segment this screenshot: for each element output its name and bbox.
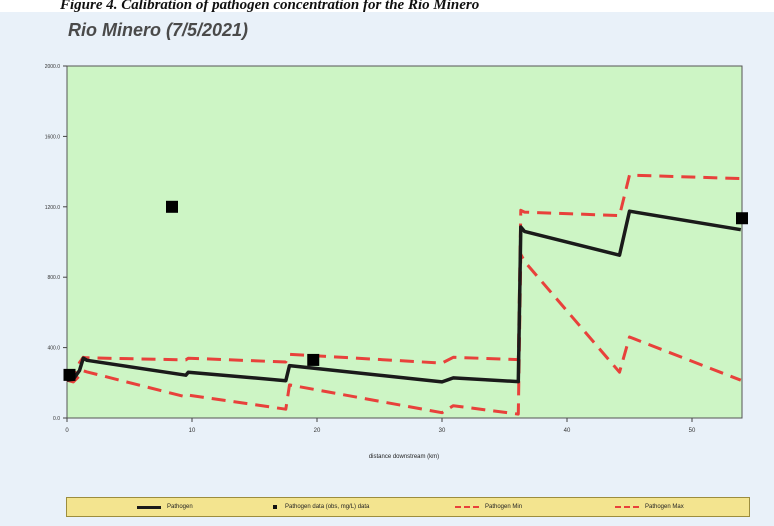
x-axis-label: distance downstream (km) bbox=[369, 454, 439, 460]
plot-area bbox=[67, 66, 742, 418]
y-tick-label: 1200.0 bbox=[45, 205, 61, 211]
legend: Pathogen Pathogen data (obs, mg/L) data … bbox=[66, 497, 750, 517]
legend-item-max: Pathogen Max bbox=[615, 498, 684, 516]
legend-item-min: Pathogen Min bbox=[455, 498, 522, 516]
legend-item-pathogen: Pathogen bbox=[137, 498, 193, 516]
legend-label: Pathogen bbox=[167, 504, 193, 510]
legend-marker-square-icon bbox=[273, 505, 277, 509]
x-tick-label: 10 bbox=[189, 428, 196, 434]
legend-line-dashed-icon bbox=[455, 506, 479, 508]
data-point bbox=[736, 212, 748, 224]
y-tick-label: 0.0 bbox=[53, 416, 60, 422]
x-tick-label: 50 bbox=[689, 428, 696, 434]
y-axis: 0.0 400.0 800.0 1200.0 1600.0 2000.0 bbox=[45, 64, 67, 422]
legend-line-solid-icon bbox=[137, 506, 161, 509]
y-tick-label: 1600.0 bbox=[45, 134, 61, 140]
x-tick-label: 0 bbox=[65, 428, 69, 434]
legend-item-data: Pathogen data (obs, mg/L) data bbox=[273, 498, 369, 516]
y-tick-label: 2000.0 bbox=[45, 64, 61, 70]
data-point bbox=[307, 354, 319, 366]
legend-label: Pathogen Max bbox=[645, 504, 684, 510]
x-tick-label: 20 bbox=[314, 428, 321, 434]
data-point bbox=[166, 201, 178, 213]
y-tick-label: 400.0 bbox=[47, 346, 60, 352]
data-point bbox=[64, 369, 76, 381]
x-tick-label: 30 bbox=[439, 428, 446, 434]
legend-label: Pathogen Min bbox=[485, 504, 522, 510]
legend-label: Pathogen data (obs, mg/L) data bbox=[285, 504, 369, 510]
x-axis: 0 10 20 30 40 50 bbox=[65, 418, 696, 434]
x-tick-label: 40 bbox=[564, 428, 571, 434]
y-tick-label: 800.0 bbox=[47, 275, 60, 281]
legend-line-dashed-icon bbox=[615, 506, 639, 508]
